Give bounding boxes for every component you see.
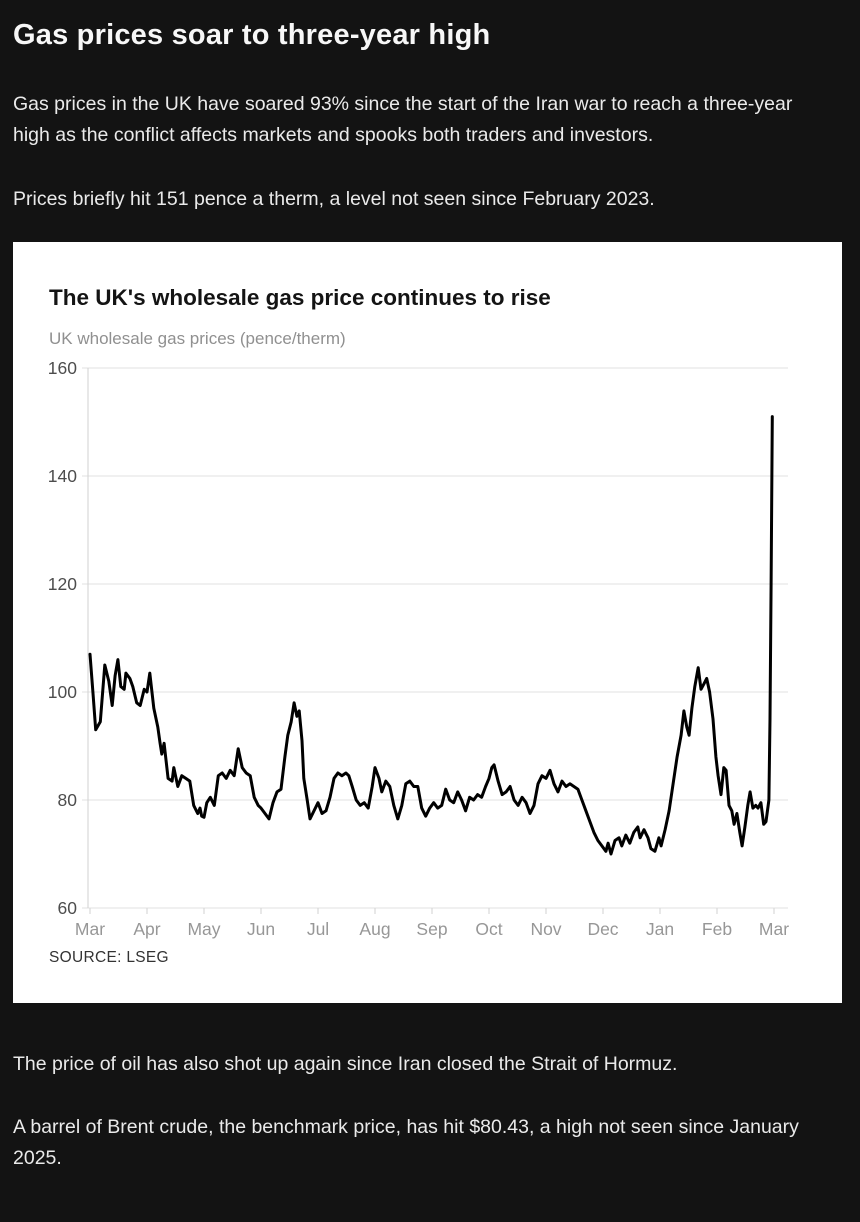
y-tick-label-100: 100 (49, 682, 77, 702)
chart-title: The UK's wholesale gas price continues t… (49, 285, 551, 310)
x-tick-label-nov-8: Nov (530, 919, 561, 939)
outro-paragraph-1: The price of oil has also shot up again … (13, 1053, 678, 1075)
gas-price-series-line (88, 415, 774, 856)
intro-paragraph-1: Gas prices in the UK have soared 93% sin… (13, 93, 793, 146)
x-tick-label-jun-3: Jun (247, 919, 275, 939)
x-tick-label-dec-9: Dec (587, 919, 618, 939)
x-tick-label-aug-5: Aug (359, 919, 390, 939)
headline: Gas prices soar to three-year high (13, 19, 491, 51)
intro-paragraph-2: Prices briefly hit 151 pence a therm, a … (13, 188, 655, 210)
y-tick-label-140: 140 (49, 466, 77, 486)
x-tick-label-may-2: May (187, 919, 220, 939)
y-tick-label-80: 80 (58, 790, 78, 810)
y-tick-label-60: 60 (58, 898, 78, 918)
chart-source-label: SOURCE: LSEG (49, 949, 169, 966)
chart-subtitle: UK wholesale gas prices (pence/therm) (49, 329, 346, 348)
x-tick-label-jul-4: Jul (307, 919, 329, 939)
x-tick-label-apr-1: Apr (133, 919, 160, 939)
chart-card: The UK's wholesale gas price continues t… (13, 242, 842, 1003)
x-tick-label-feb-11: Feb (702, 919, 732, 939)
y-tick-label-160: 160 (49, 358, 77, 378)
outro-paragraph-2: A barrel of Brent crude, the benchmark p… (13, 1116, 799, 1169)
y-tick-label-120: 120 (49, 574, 77, 594)
x-tick-label-jan-10: Jan (646, 919, 674, 939)
x-tick-label-mar-12: Mar (759, 919, 789, 939)
x-tick-label-oct-7: Oct (475, 919, 502, 939)
x-tick-label-mar-0: Mar (75, 919, 105, 939)
gas-price-line-chart: 60 80 100 120 140 160 Mar Apr May Jun Jul Aug Sep Oct… (49, 358, 789, 939)
x-tick-label-sep-6: Sep (416, 919, 447, 939)
article: Gas prices soar to three-year high Gas p… (13, 19, 842, 1169)
